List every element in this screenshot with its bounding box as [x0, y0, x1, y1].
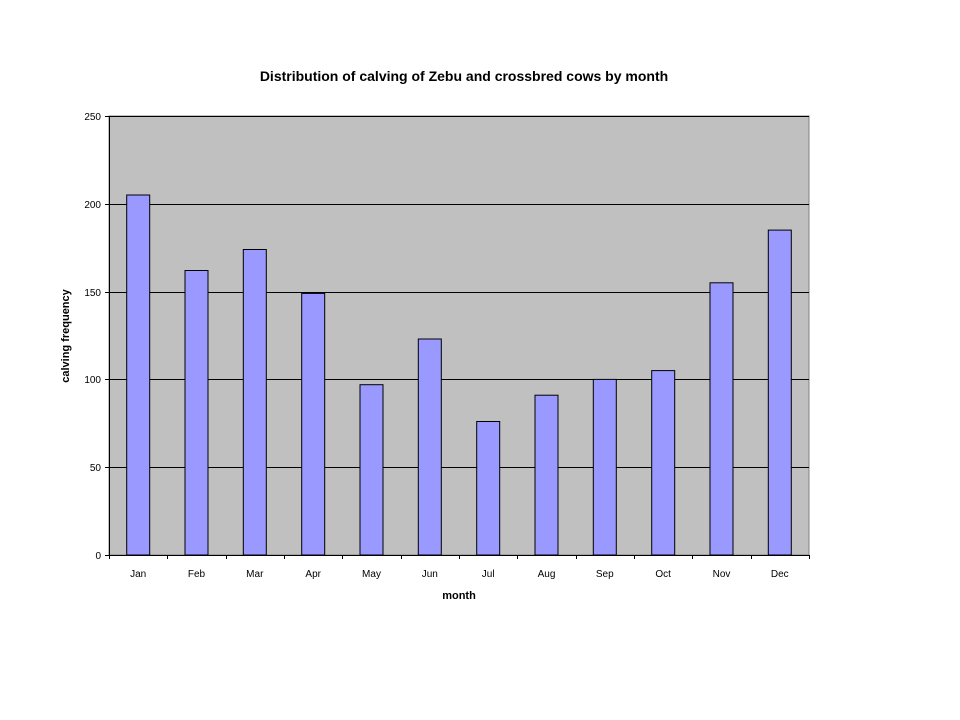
- x-tick-label: Nov: [713, 569, 731, 580]
- x-tick-label: May: [362, 569, 381, 580]
- x-axis-label: month: [442, 590, 476, 602]
- x-tick-label: Oct: [655, 569, 671, 580]
- x-tick-label: Sep: [596, 569, 614, 580]
- bar-dec: [767, 229, 792, 556]
- bar-oct: [651, 370, 676, 556]
- bar-mar: [242, 249, 267, 556]
- bar-feb: [184, 270, 209, 556]
- y-axis-label: calving frequency: [60, 288, 72, 382]
- x-tick-label: Apr: [305, 569, 321, 580]
- x-tick-label: Dec: [771, 569, 789, 580]
- y-tick-label: 0: [95, 551, 101, 562]
- bar-sep: [592, 378, 617, 556]
- bar-aug: [534, 394, 559, 556]
- bar-jun: [417, 338, 442, 556]
- bar-may: [359, 384, 384, 556]
- y-tick-label: 200: [84, 200, 101, 211]
- y-tick-label: 150: [84, 288, 101, 299]
- plot-area: [108, 115, 810, 556]
- gridlines: [109, 116, 809, 468]
- x-tick-label: Feb: [188, 569, 206, 580]
- bar-nov: [709, 282, 734, 556]
- bar-apr: [301, 292, 326, 556]
- x-tick-label: Jun: [422, 569, 438, 580]
- chart-title: Distribution of calving of Zebu and cros…: [260, 68, 668, 84]
- y-tick-label: 100: [84, 375, 101, 386]
- x-tick-label: Jul: [482, 569, 495, 580]
- y-tick-label: 250: [84, 112, 101, 123]
- x-axis: Jan Feb Mar Apr May Jun Jul Aug Sep Oct Nov Dec: [109, 555, 810, 580]
- x-tick-label: Aug: [538, 569, 556, 580]
- x-tick-label: Mar: [246, 569, 264, 580]
- y-axis: 0 50 100 150 200 250: [84, 112, 110, 562]
- x-tick-label: Jan: [130, 569, 146, 580]
- bar-jul: [476, 421, 501, 556]
- bar-jan: [126, 194, 151, 556]
- y-tick-label: 50: [90, 463, 102, 474]
